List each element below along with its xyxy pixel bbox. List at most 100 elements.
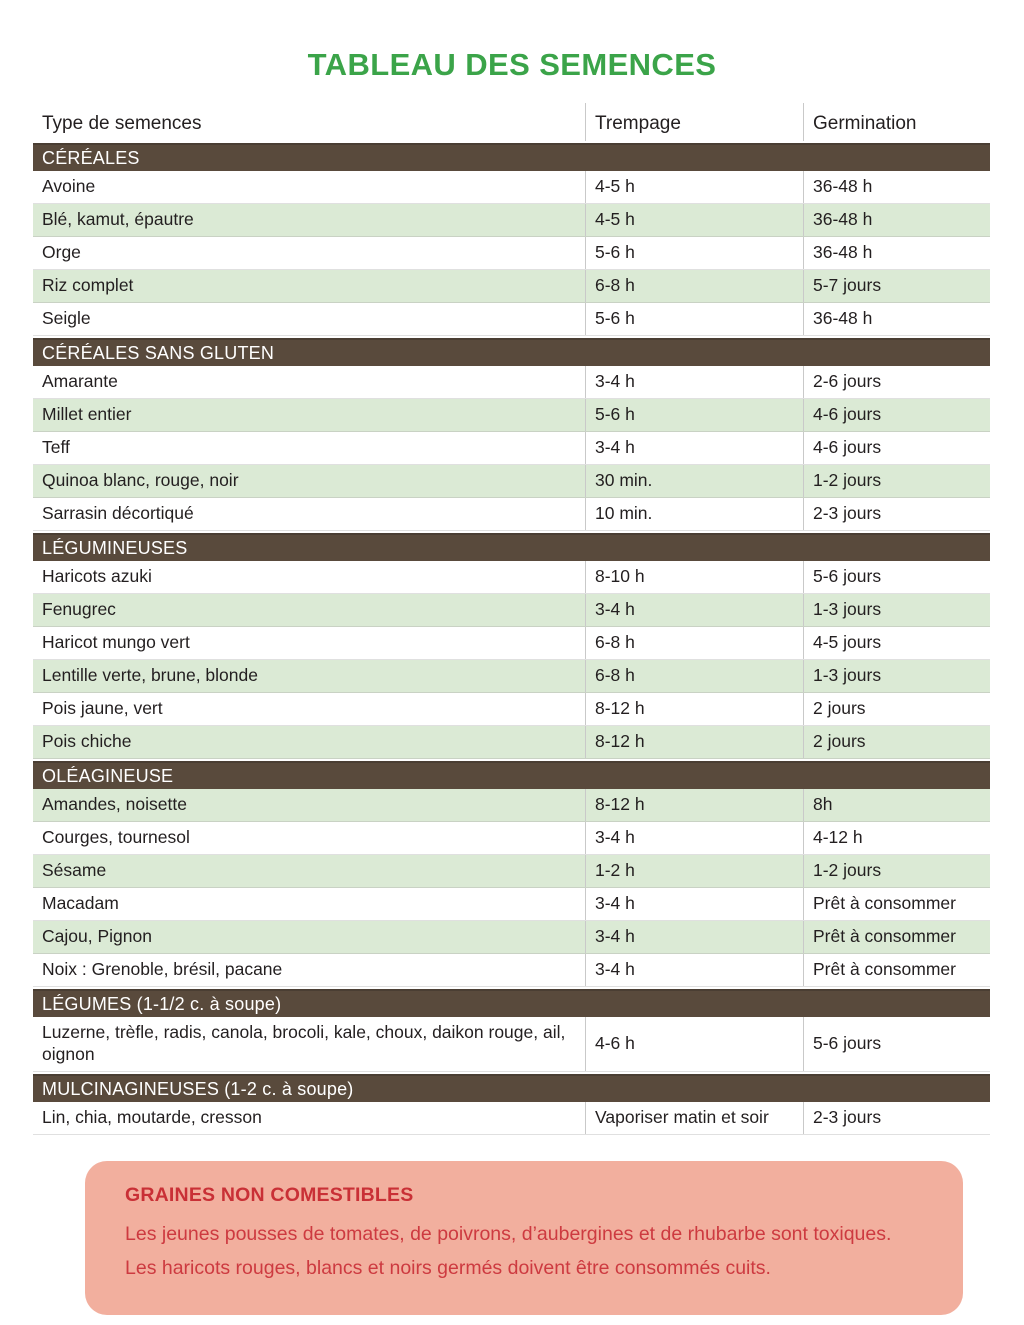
table-row: Lin, chia, moutarde, cresson Vaporiser m… [33,1101,990,1135]
cell-trempage: 5-6 h [585,303,803,335]
cell-germination: 4-5 jours [803,627,990,659]
section-header-label: OLÉAGINEUSE [42,766,174,786]
table-row: Haricot mungo vert 6-8 h 4-5 jours [33,627,990,660]
cell-type: Seigle [42,308,91,329]
cell-type: Noix : Grenoble, brésil, pacane [42,959,283,980]
cell-type: Courges, tournesol [42,827,190,848]
table-row: Luzerne, trèfle, radis, canola, brocoli,… [33,1017,990,1072]
cell-type: Cajou, Pignon [42,926,152,947]
cell-germination: 2 jours [803,693,990,725]
section-header: OLÉAGINEUSE [33,761,990,789]
table-row: Avoine 4-5 h 36-48 h [33,171,990,204]
table-row: Haricots azuki 8-10 h 5-6 jours [33,561,990,594]
table-row: Quinoa blanc, rouge, noir 30 min. 1-2 jo… [33,465,990,498]
table-row: Amandes, noisette 8-12 h 8h [33,789,990,822]
section-header: CÉRÉALES SANS GLUTEN [33,338,990,366]
cell-trempage: 8-12 h [585,789,803,821]
cell-trempage: 6-8 h [585,660,803,692]
cell-type: Teff [42,437,70,458]
cell-germination: 36-48 h [803,303,990,335]
section-header-label: MULCINAGINEUSES (1-2 c. à soupe) [42,1078,354,1099]
section-header-label: CÉRÉALES SANS GLUTEN [42,343,275,363]
table-row: Blé, kamut, épautre 4-5 h 36-48 h [33,204,990,237]
section-header-label: LÉGUMINEUSES [42,538,188,558]
cell-trempage: 3-4 h [585,366,803,398]
cell-trempage: 10 min. [585,498,803,530]
cell-type: Lin, chia, moutarde, cresson [42,1106,262,1127]
cell-trempage: 1-2 h [585,855,803,887]
cell-germination: Prêt à consommer [803,888,990,920]
cell-germination: 5-6 jours [803,561,990,593]
table-row: Cajou, Pignon 3-4 h Prêt à consommer [33,921,990,954]
cell-type: Lentille verte, brune, blonde [42,665,258,686]
table-row: Riz complet 6-8 h 5-7 jours [33,270,990,303]
table-row: Courges, tournesol 3-4 h 4-12 h [33,822,990,855]
cell-germination: 2-3 jours [803,1101,990,1134]
cell-type: Luzerne, trèfle, radis, canola, brocoli,… [42,1022,566,1064]
column-header-type: Type de semences [42,113,202,134]
table-row: Pois chiche 8-12 h 2 jours [33,726,990,759]
cell-trempage: 8-12 h [585,693,803,725]
cell-trempage: Vaporiser matin et soir [585,1101,803,1134]
cell-type: Amandes, noisette [42,794,187,815]
cell-germination: 1-3 jours [803,594,990,626]
section-header-label: CÉRÉALES [42,148,140,168]
cell-trempage: 8-12 h [585,726,803,758]
cell-germination: Prêt à consommer [803,921,990,953]
cell-type: Quinoa blanc, rouge, noir [42,470,239,491]
cell-germination: 36-48 h [803,171,990,203]
cell-type: Sésame [42,860,107,881]
warning-line-1: Les jeunes pousses de tomates, de poivro… [125,1222,892,1245]
cell-trempage: 30 min. [585,465,803,497]
cell-type: Sarrasin décortiqué [42,503,194,524]
cell-germination: 2-3 jours [803,498,990,530]
warning-box: GRAINES NON COMESTIBLES Les jeunes pouss… [85,1160,963,1315]
section-header: LÉGUMES (1-1/2 c. à soupe) [33,989,990,1017]
cell-type: Amarante [42,371,118,392]
warning-line-2: Les haricots rouges, blancs et noirs ger… [125,1256,771,1279]
cell-germination: 8h [803,789,990,821]
cell-germination: 2-6 jours [803,366,990,398]
cell-type: Pois chiche [42,731,132,752]
page-title: TABLEAU DES SEMENCES [307,47,717,82]
section-header: CÉRÉALES [33,143,990,171]
cell-type: Macadam [42,893,119,914]
table-row: Lentille verte, brune, blonde 6-8 h 1-3 … [33,660,990,693]
cell-trempage: 3-4 h [585,432,803,464]
table-row: Noix : Grenoble, brésil, pacane 3-4 h Pr… [33,954,990,987]
cell-germination: 36-48 h [803,204,990,236]
cell-trempage: 5-6 h [585,399,803,431]
cell-germination: 5-6 jours [803,1017,990,1071]
table-body: CÉRÉALES Avoine 4-5 h 36-48 h Blé, kamut… [33,143,990,1135]
cell-germination: 36-48 h [803,237,990,269]
table-row: Millet entier 5-6 h 4-6 jours [33,399,990,432]
table-row: Pois jaune, vert 8-12 h 2 jours [33,693,990,726]
cell-type: Blé, kamut, épautre [42,209,194,230]
cell-germination: Prêt à consommer [803,954,990,986]
cell-trempage: 3-4 h [585,822,803,854]
table-row: Teff 3-4 h 4-6 jours [33,432,990,465]
cell-type: Millet entier [42,404,132,425]
cell-trempage: 4-6 h [585,1017,803,1071]
table-row: Sésame 1-2 h 1-2 jours [33,855,990,888]
cell-germination: 1-3 jours [803,660,990,692]
section-header: LÉGUMINEUSES [33,533,990,561]
cell-type: Haricot mungo vert [42,632,190,653]
cell-type: Pois jaune, vert [42,698,163,719]
cell-trempage: 8-10 h [585,561,803,593]
cell-trempage: 4-5 h [585,204,803,236]
table-row: Sarrasin décortiqué 10 min. 2-3 jours [33,498,990,531]
cell-trempage: 5-6 h [585,237,803,269]
cell-germination: 4-6 jours [803,399,990,431]
cell-germination: 4-6 jours [803,432,990,464]
column-header-germination: Germination [803,103,990,141]
cell-germination: 1-2 jours [803,465,990,497]
section-header-label: LÉGUMES (1-1/2 c. à soupe) [42,994,282,1014]
cell-trempage: 4-5 h [585,171,803,203]
cell-trempage: 3-4 h [585,888,803,920]
table-row: Orge 5-6 h 36-48 h [33,237,990,270]
cell-trempage: 3-4 h [585,954,803,986]
cell-type: Fenugrec [42,599,116,620]
warning-title: GRAINES NON COMESTIBLES [125,1183,414,1206]
